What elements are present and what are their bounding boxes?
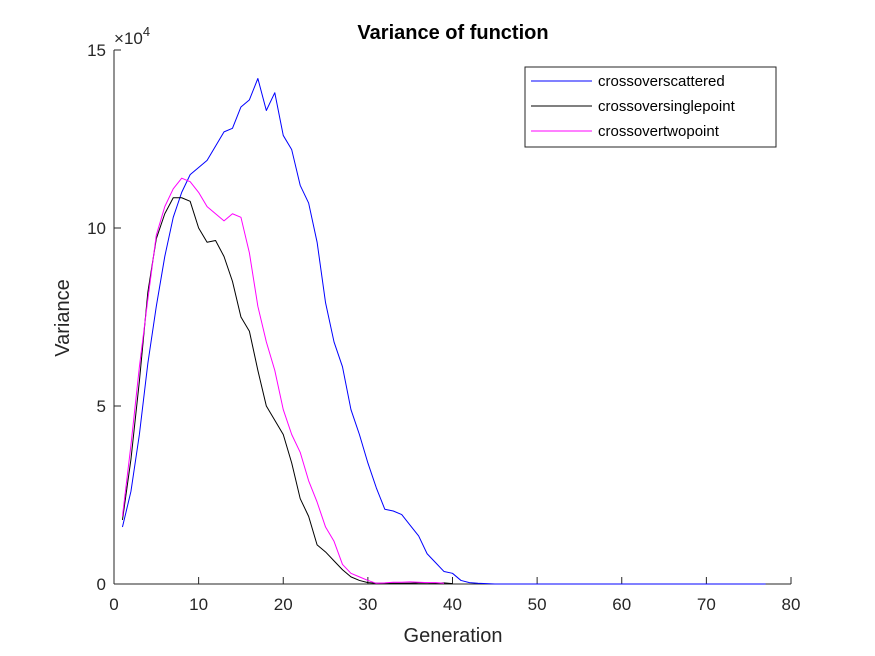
x-ticks: 0 10 20 30 40 50 60 70 80 bbox=[109, 577, 800, 614]
series-line-crossovertwopoint bbox=[121, 177, 445, 584]
x-tick-label: 50 bbox=[528, 595, 547, 614]
legend-items: crossoverscattered crossoversinglepoint cr… bbox=[531, 73, 736, 140]
y-tick-label: 15 bbox=[87, 41, 106, 60]
x-tick-label: 70 bbox=[697, 595, 716, 614]
x-tick-label: 60 bbox=[612, 595, 631, 614]
y-exponent-power: 4 bbox=[143, 24, 150, 39]
x-tick-label: 30 bbox=[358, 595, 377, 614]
series-line-crossoversinglepoint bbox=[121, 197, 453, 585]
x-tick-label: 0 bbox=[109, 595, 118, 614]
legend: crossoverscattered crossoversinglepoint cr… bbox=[524, 66, 777, 148]
legend-label-crossoversinglepoint: crossoversinglepoint bbox=[598, 98, 736, 115]
y-tick-label: 10 bbox=[87, 219, 106, 238]
y-tick-label: 5 bbox=[97, 397, 106, 416]
x-tick-label: 10 bbox=[189, 595, 208, 614]
y-ticks: 0 5 10 15 bbox=[87, 41, 121, 594]
legend-label-crossoverscattered: crossoverscattered bbox=[598, 73, 725, 90]
y-tick-label: 0 bbox=[97, 575, 106, 594]
series-line-crossoverscattered bbox=[121, 77, 766, 585]
x-tick-label: 20 bbox=[274, 595, 293, 614]
svg-text:×104: ×104 bbox=[114, 24, 150, 48]
y-exponent-base: 10 bbox=[124, 29, 143, 48]
series-layer bbox=[121, 77, 766, 585]
y-exponent-times: × bbox=[114, 29, 124, 48]
x-tick-label: 40 bbox=[443, 595, 462, 614]
y-exponent: ×104 bbox=[114, 24, 150, 48]
legend-box bbox=[524, 66, 777, 148]
y-axis-label: Variance bbox=[52, 279, 74, 356]
chart-title: Variance of function bbox=[357, 22, 548, 44]
x-axis-label: Generation bbox=[404, 625, 503, 647]
x-tick-label: 80 bbox=[782, 595, 801, 614]
legend-label-crossovertwopoint: crossovertwopoint bbox=[598, 123, 720, 140]
plot-area: 0 10 20 30 40 50 60 70 80 0 5 10 15 bbox=[87, 41, 800, 614]
